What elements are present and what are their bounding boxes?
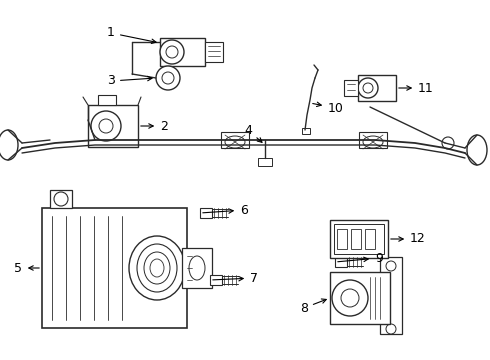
Text: 10: 10 bbox=[313, 102, 344, 114]
Bar bbox=[302, 128, 310, 134]
Text: 12: 12 bbox=[391, 233, 426, 246]
Ellipse shape bbox=[156, 66, 180, 90]
Bar bbox=[330, 272, 390, 324]
Text: 3: 3 bbox=[107, 75, 152, 87]
Text: 8: 8 bbox=[300, 299, 326, 315]
Ellipse shape bbox=[467, 135, 487, 165]
Bar bbox=[380, 257, 402, 334]
Ellipse shape bbox=[189, 256, 205, 280]
Bar bbox=[88, 105, 138, 147]
Text: 7: 7 bbox=[213, 271, 258, 284]
Bar bbox=[98, 95, 116, 105]
Bar bbox=[335, 257, 347, 267]
Bar bbox=[221, 132, 249, 148]
Bar bbox=[351, 229, 361, 249]
Bar bbox=[205, 42, 223, 62]
Bar bbox=[330, 220, 388, 258]
Ellipse shape bbox=[442, 137, 454, 149]
Bar bbox=[200, 208, 212, 218]
Bar bbox=[344, 80, 358, 96]
Text: 11: 11 bbox=[399, 81, 434, 94]
Ellipse shape bbox=[386, 261, 396, 271]
Bar bbox=[334, 224, 384, 254]
Ellipse shape bbox=[332, 280, 368, 316]
Text: 1: 1 bbox=[107, 27, 156, 44]
Ellipse shape bbox=[144, 252, 170, 284]
Ellipse shape bbox=[91, 111, 121, 141]
Text: 4: 4 bbox=[244, 123, 262, 142]
Ellipse shape bbox=[162, 72, 174, 84]
Ellipse shape bbox=[0, 130, 18, 160]
Bar bbox=[258, 158, 272, 166]
Bar bbox=[182, 248, 212, 288]
Ellipse shape bbox=[166, 46, 178, 58]
Ellipse shape bbox=[137, 244, 177, 292]
Ellipse shape bbox=[341, 289, 359, 307]
Bar bbox=[160, 38, 205, 66]
Ellipse shape bbox=[129, 236, 185, 300]
Ellipse shape bbox=[386, 324, 396, 334]
Bar bbox=[50, 190, 72, 208]
Ellipse shape bbox=[160, 40, 184, 64]
Text: 9: 9 bbox=[338, 252, 383, 265]
Ellipse shape bbox=[363, 136, 383, 148]
Text: 6: 6 bbox=[203, 203, 248, 216]
Bar bbox=[365, 229, 375, 249]
Ellipse shape bbox=[358, 78, 378, 98]
Ellipse shape bbox=[225, 136, 245, 148]
Ellipse shape bbox=[54, 192, 68, 206]
Bar bbox=[210, 275, 222, 285]
Ellipse shape bbox=[99, 119, 113, 133]
Bar bbox=[359, 132, 387, 148]
Bar bbox=[358, 75, 396, 101]
Bar bbox=[42, 208, 187, 328]
Text: 5: 5 bbox=[14, 261, 39, 274]
Text: 2: 2 bbox=[141, 120, 168, 132]
Bar bbox=[337, 229, 347, 249]
Ellipse shape bbox=[150, 259, 164, 277]
Ellipse shape bbox=[363, 83, 373, 93]
